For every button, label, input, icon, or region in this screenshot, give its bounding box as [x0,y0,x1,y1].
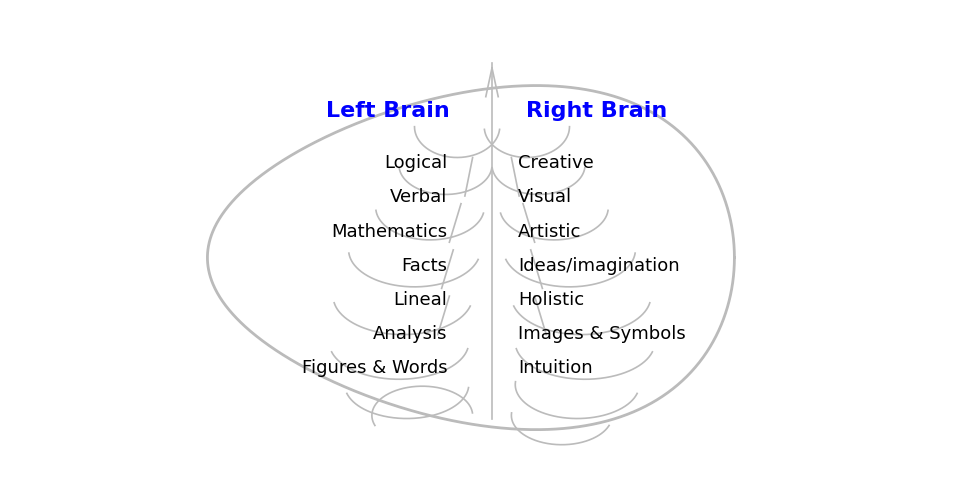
Text: Verbal: Verbal [390,188,447,207]
Text: Holistic: Holistic [518,291,585,309]
Text: Left Brain: Left Brain [326,101,449,121]
Text: Ideas/imagination: Ideas/imagination [518,257,680,275]
Text: Analysis: Analysis [372,325,447,343]
Text: Right Brain: Right Brain [525,101,667,121]
Text: Artistic: Artistic [518,223,582,240]
Text: Logical: Logical [384,154,447,172]
Polygon shape [207,86,734,429]
Text: Lineal: Lineal [394,291,447,309]
Text: Facts: Facts [401,257,447,275]
Text: Intuition: Intuition [518,359,592,377]
Text: Mathematics: Mathematics [331,223,447,240]
Text: Visual: Visual [518,188,572,207]
Text: Figures & Words: Figures & Words [301,359,447,377]
Text: Images & Symbols: Images & Symbols [518,325,685,343]
Text: Creative: Creative [518,154,594,172]
